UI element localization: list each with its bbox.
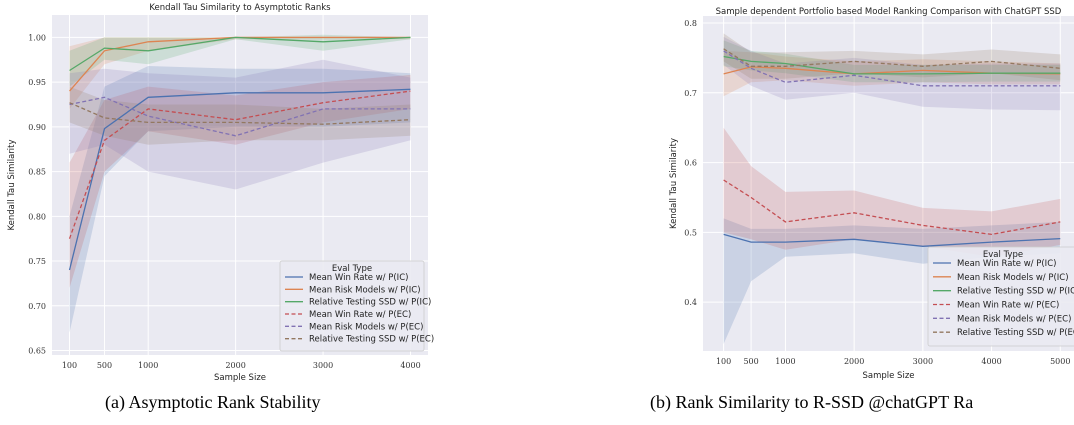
chart-b-ytick-2: 0.6: [684, 159, 697, 168]
chart-b-series-line-5: [723, 48, 1061, 69]
chart-a-band-1: [69, 37, 411, 109]
chart-a-xlabel: Sample Size: [214, 373, 266, 383]
chart-b: 100 500 1000 2000 3000 4000 5000 0.4 0.5 0.6 0.7 0.…: [669, 7, 1074, 381]
chart-b-band-2: [723, 40, 1061, 83]
chart-b-legend-label-2: Relative Testing SSD w/ P(IC): [957, 287, 1074, 297]
chart-a-ytick-6: 0.95: [28, 78, 46, 87]
chart-b-xtick-4: 3000: [913, 357, 933, 366]
chart-b-title: Sample dependent Portfolio based Model R…: [716, 7, 1062, 17]
chart-b-xtick-5: 4000: [981, 357, 1001, 366]
chart-a-ytick-7: 1.00: [28, 33, 46, 42]
chart-a-series-line-3: [68, 90, 411, 239]
chart-a-legend-box: [279, 260, 425, 352]
chart-b-ylabel: Kendall Tau Similarity: [669, 138, 679, 229]
chart-b-series-line-0: [723, 233, 1061, 247]
chart-b-legend-label-3: Mean Win Rate w/ P(EC): [957, 301, 1059, 311]
chart-b-xlabel: Sample Size: [862, 371, 914, 381]
chart-a-ytick-5: 0.90: [28, 123, 46, 132]
chart-a-ytick-0: 0.65: [28, 347, 46, 356]
chart-b-series-line-3: [723, 179, 1061, 236]
chart-b-legend-box: [927, 246, 1074, 347]
chart-a-band-5: [69, 86, 411, 145]
chart-a-ytick-4: 0.85: [28, 168, 46, 177]
chart-b-ytick-0: 0.4: [684, 298, 697, 307]
chart-a-band-3: [69, 74, 411, 288]
chart-a-ylabel: Kendall Tau Similarity: [7, 139, 17, 230]
chart-b-legend-label-1: Mean Risk Models w/ P(IC): [957, 273, 1069, 283]
chart-a-legend-label-1: Mean Risk Models w/ P(IC): [309, 285, 421, 295]
chart-b-legend-title: Eval Type: [983, 250, 1023, 260]
chart-a-xtick-5: 4000: [400, 361, 420, 370]
caption-a: (a) Asymptotic Rank Stability: [105, 392, 321, 412]
chart-b-ytick-3: 0.7: [684, 89, 697, 98]
chart-b-series-line-4: [723, 50, 1061, 87]
chart-a-ytick-3: 0.80: [28, 212, 46, 221]
chart-b-xtick-0: 100: [716, 357, 731, 366]
chart-a-legend-label-0: Mean Win Rate w/ P(IC): [309, 273, 408, 283]
caption-b: (b) Rank Similarity to R-SSD @chatGPT Ra: [650, 392, 974, 412]
chart-a-series-line-5: [69, 102, 411, 125]
chart-b-xtick-1: 500: [743, 357, 758, 366]
chart-a-legend-label-2: Relative Testing SSD w/ P(IC): [309, 298, 431, 308]
chart-a-xtick-4: 3000: [313, 361, 333, 370]
chart-b-ytick-4: 0.8: [684, 19, 697, 28]
chart-a-xtick-3: 2000: [225, 361, 245, 370]
chart-a-legend-title: Eval Type: [332, 264, 372, 274]
chart-a-legend-label-5: Relative Testing SSD w/ P(EC): [309, 335, 434, 345]
chart-a: 100 500 1000 2000 3000 4000 0.65 0.70 0.75 0.80 0.…: [7, 3, 434, 383]
chart-b-series-line-2: [723, 55, 1061, 75]
chart-a-legend-label-4: Mean Risk Models w/ P(EC): [309, 322, 423, 332]
chart-a-series-line-4: [69, 96, 411, 137]
chart-b-band-3: [723, 127, 1061, 257]
chart-a-ytick-2: 0.75: [28, 257, 46, 266]
chart-a-ytick-1: 0.70: [28, 302, 46, 311]
chart-a-title: Kendall Tau Similarity to Asymptotic Ran…: [149, 3, 331, 13]
chart-a-xtick-2: 1000: [138, 361, 158, 370]
chart-a-series-line-2: [69, 36, 411, 72]
chart-b-legend-label-0: Mean Win Rate w/ P(IC): [957, 259, 1056, 269]
chart-b-band-5: [723, 33, 1061, 81]
chart-a-series-line-1: [69, 36, 411, 92]
chart-a-band-2: [69, 34, 411, 87]
chart-b-legend-label-4: Mean Risk Models w/ P(EC): [957, 314, 1071, 324]
chart-b-xtick-6: 5000: [1050, 357, 1070, 366]
chart-a-xtick-1: 500: [97, 361, 112, 370]
chart-b-xtick-2: 1000: [775, 357, 795, 366]
chart-a-series-line-0: [68, 88, 411, 271]
chart-b-legend-label-5: Relative Testing SSD w/ P(EC): [957, 328, 1074, 338]
chart-a-legend-label-3: Mean Win Rate w/ P(EC): [309, 310, 411, 320]
chart-a-xtick-0: 100: [62, 361, 77, 370]
chart-b-ytick-1: 0.5: [684, 228, 697, 237]
chart-b-xtick-3: 2000: [844, 357, 864, 366]
